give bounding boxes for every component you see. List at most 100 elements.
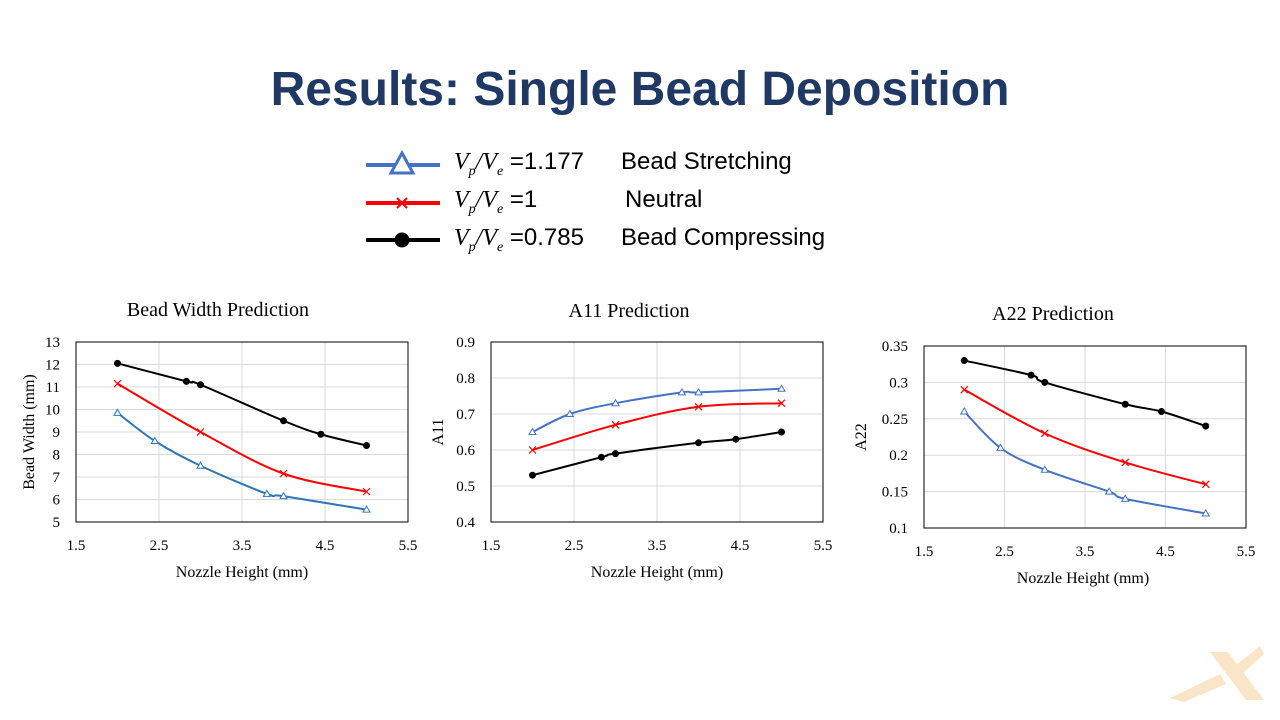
a22-y-tick-label: 0.1 <box>889 521 908 537</box>
a11-series-cross-point <box>611 420 620 429</box>
bead-width-series-cross-point <box>279 469 288 478</box>
bead-width-y-axis-label: Bead Width (mm) <box>21 374 38 489</box>
a22-series-dot-point <box>1041 378 1049 386</box>
a11-series-triangle-point <box>528 427 537 435</box>
bead-width-series-triangle-point <box>279 491 288 500</box>
a22-series-cross-point <box>1121 458 1130 467</box>
a22-series-cross-point-stroke <box>1121 458 1130 467</box>
a22-series-cross-point-stroke <box>1040 429 1049 438</box>
a22-series-cross-point-stroke <box>1201 480 1210 489</box>
a22-series-dot-point <box>1157 408 1165 416</box>
bead-width-y-tick-label: 10 <box>45 403 60 419</box>
legend-ratio: Vp/Ve =0.785 <box>454 224 584 255</box>
a11-plot-area <box>490 341 824 523</box>
bead-width-series-cross-point-stroke <box>196 428 205 436</box>
bead-width-x-tick-label: 3.5 <box>233 538 252 554</box>
a22-y-tick-label: 0.2 <box>889 448 908 464</box>
a22-x-tick-label: 3.5 <box>1076 544 1095 560</box>
a22-chart-title: A22 Prediction <box>992 303 1114 325</box>
a22-series-dot-point <box>960 357 968 365</box>
a11-x-tick-label: 5.5 <box>814 538 833 554</box>
a11-y-tick-label: 0.9 <box>456 335 475 351</box>
a11-series-dot-point <box>612 450 619 458</box>
bead-width-series-dot-point <box>363 442 370 449</box>
legend-label: Bead Stretching <box>621 148 792 175</box>
bead-width-series-dot-point <box>280 417 287 425</box>
a22-y-tick-label: 0.25 <box>882 412 908 428</box>
bead-width-series-cross-point-stroke <box>362 487 371 496</box>
bead-width-y-tick-label: 12 <box>45 358 60 374</box>
bead-width-x-tick-label: 4.5 <box>316 538 335 554</box>
bead-width-series-triangle-point <box>362 505 371 513</box>
dot-icon <box>366 232 440 248</box>
a11-series-cross-point-stroke <box>611 420 620 429</box>
bead-width-series-cross-point <box>113 379 122 388</box>
a11-series-triangle-point <box>694 387 703 396</box>
a22-series-dot-point <box>1202 422 1210 430</box>
a22-series-triangle-point <box>959 407 969 415</box>
a11-series-cross-point <box>528 446 537 454</box>
a11-y-tick-label: 0.5 <box>456 479 475 495</box>
a22-series-triangle-point <box>1201 508 1211 517</box>
a22-plot-area <box>923 345 1247 529</box>
bead-width-plot-area <box>75 341 409 523</box>
a11-series-dot-point <box>529 471 536 479</box>
legend: Vp/Ve =1.177 Bead Stretching Vp/Ve =1 Ne… <box>360 146 880 258</box>
triangle-icon <box>366 149 440 175</box>
a11-series-dot-point <box>732 435 740 443</box>
bead-width-y-tick-label: 8 <box>53 448 61 464</box>
a22-series-cross-point <box>1040 429 1049 438</box>
a11-series-triangle-point <box>677 387 687 396</box>
a11-series-cross-point-stroke <box>694 402 703 411</box>
legend-item-stretching: Vp/Ve =1.177 Bead Stretching <box>360 146 880 182</box>
legend-item-neutral: Vp/Ve =1 Neutral <box>360 184 880 220</box>
a11-series-cross-point <box>777 399 786 408</box>
bead-width-series-cross-line <box>116 382 367 493</box>
a11-x-tick-label: 3.5 <box>648 538 667 554</box>
bead-width-y-tick-label: 5 <box>53 515 61 531</box>
legend-ratio: Vp/Ve =1.177 <box>454 148 584 179</box>
a11-series-dot-point <box>778 428 785 436</box>
a22-series-dot-point <box>1027 371 1035 379</box>
a22-y-axis-label: A22 <box>853 423 870 451</box>
bead-width-series-dot-point <box>114 359 121 367</box>
bead-width-y-tick-label: 11 <box>46 380 60 396</box>
a11-x-tick-label: 1.5 <box>482 538 501 554</box>
bead-width-x-tick-label: 5.5 <box>399 538 418 554</box>
bead-width-series-dot-point <box>197 381 204 389</box>
bead-width-series-dot-point <box>182 377 190 385</box>
bead-width-series-triangle-point <box>150 436 160 444</box>
bead-width-series-dot-point <box>317 430 325 438</box>
bead-width-series-triangle-point <box>262 489 272 497</box>
legend-label: Bead Compressing <box>621 224 826 251</box>
a22-x-axis-label: Nozzle Height (mm) <box>1017 570 1149 587</box>
a22-x-tick-label: 1.5 <box>915 544 934 560</box>
a11-series-triangle-point <box>565 409 575 417</box>
a11-series-dot-point <box>597 453 605 461</box>
a22-series-cross-point <box>960 385 969 394</box>
bead-width-series-cross-point <box>196 428 205 436</box>
bead-width-series-cross-point <box>362 487 371 496</box>
bead-width-x-axis-label: Nozzle Height (mm) <box>176 564 308 581</box>
a11-series-dot-point <box>695 439 702 447</box>
a22-x-tick-label: 5.5 <box>1237 544 1256 560</box>
a22-series-triangle-point <box>1120 494 1130 502</box>
a22-series-cross-line <box>963 388 1207 486</box>
x-logo-icon <box>1170 646 1264 702</box>
a11-series-triangle-point <box>611 398 620 407</box>
bead-width-y-tick-label: 7 <box>53 470 61 486</box>
cross-icon <box>366 197 440 209</box>
a22-series-cross-point-stroke <box>960 385 969 394</box>
bead-width-series-cross-point-stroke <box>279 469 288 478</box>
legend-item-compressing: Vp/Ve =0.785 Bead Compressing <box>360 222 880 258</box>
a22-series-triangle-point <box>1104 487 1114 495</box>
a11-series-cross-line <box>532 402 782 451</box>
a11-y-axis-label: A11 <box>430 419 447 446</box>
a22-series-triangle-point <box>1040 465 1050 473</box>
a22-series-dot-point <box>1121 400 1129 408</box>
a11-y-tick-label: 0.8 <box>456 371 475 387</box>
bead-width-series-cross-point-stroke <box>113 379 122 388</box>
